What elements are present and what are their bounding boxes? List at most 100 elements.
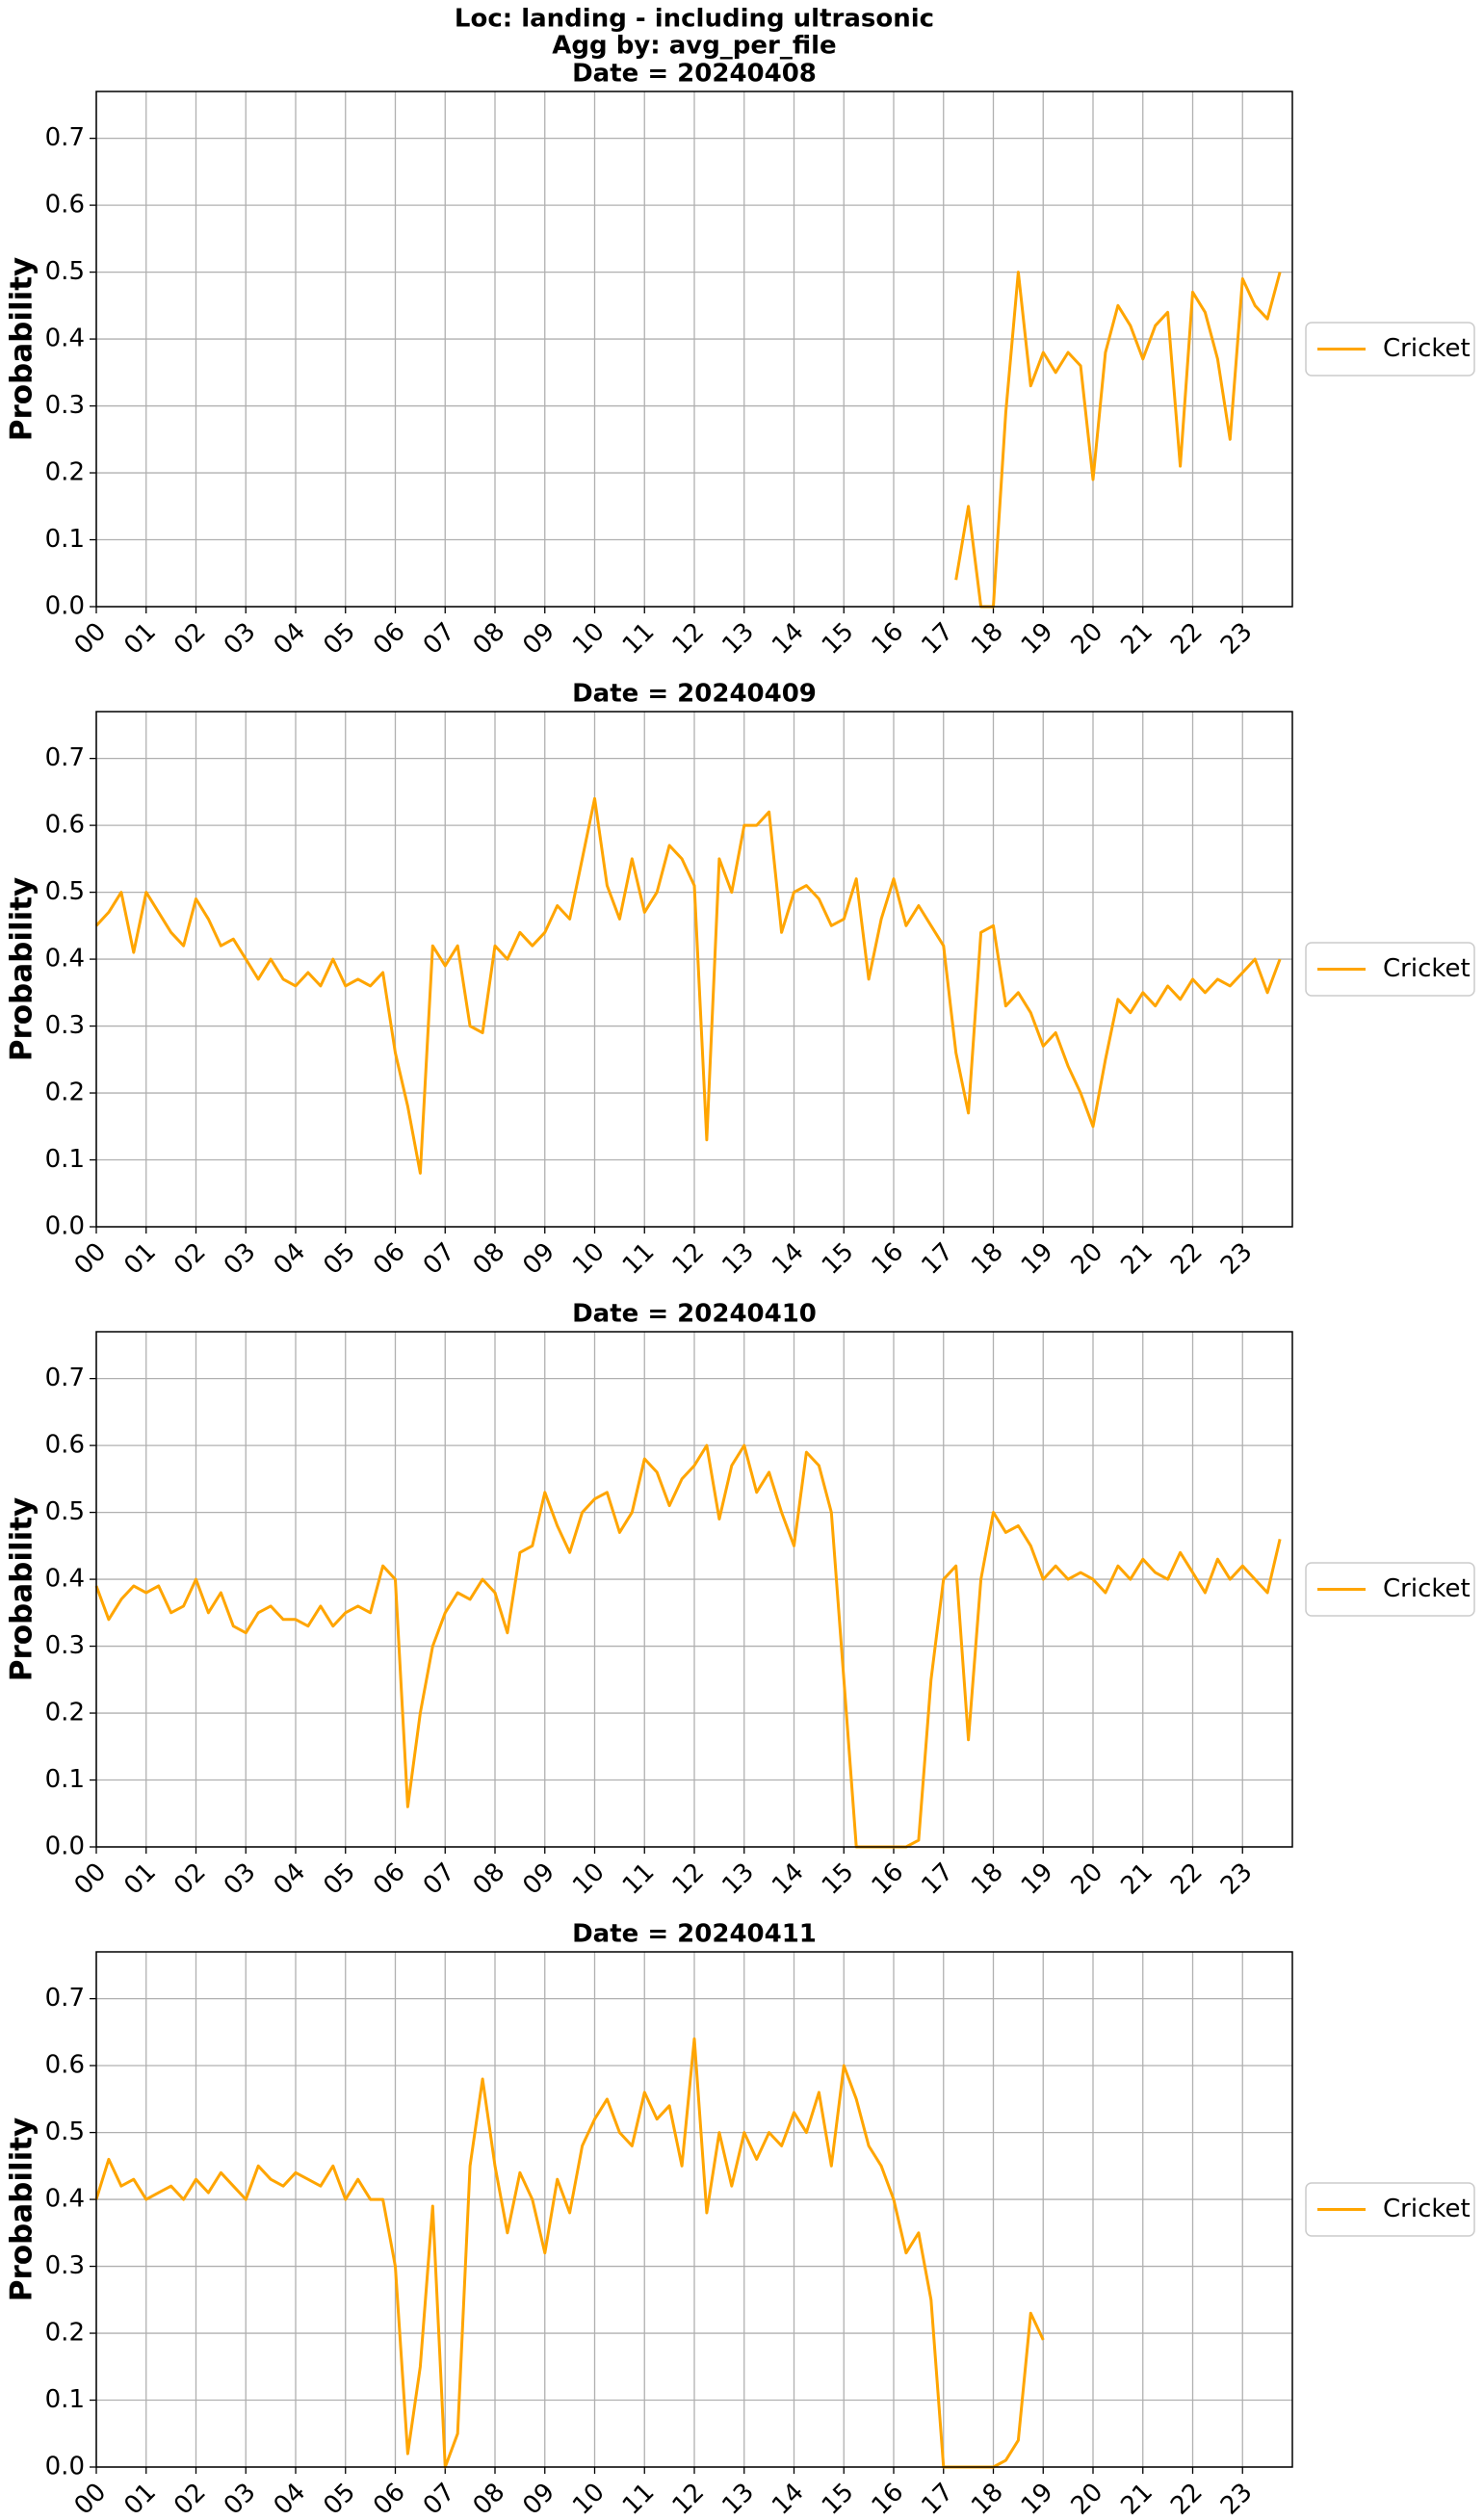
y-tick-label: 0.4 [45, 325, 85, 353]
y-axis-label: Probability [5, 877, 39, 1062]
x-tick-label: 01 [118, 1237, 162, 1281]
x-tick-label: 00 [69, 2478, 113, 2520]
x-tick-label: 13 [716, 2478, 760, 2520]
x-tick-label: 18 [966, 2478, 1009, 2520]
x-tick-label: 13 [716, 617, 760, 661]
suptitle: Agg by: avg_per_file [552, 32, 836, 61]
y-tick-label: 0.0 [45, 1212, 85, 1241]
plot-frame [95, 1951, 1293, 2468]
x-tick-label: 05 [318, 617, 361, 661]
x-tick-label: 09 [517, 2478, 560, 2520]
data-line [954, 271, 1282, 609]
y-tick-label: 0.5 [45, 257, 85, 286]
x-tick-label: 00 [69, 1858, 113, 1901]
x-tick-label: 14 [767, 1237, 810, 1281]
x-tick-label: 21 [1115, 2478, 1159, 2520]
x-tick-label: 15 [817, 1237, 860, 1281]
data-line [94, 1443, 1282, 1849]
x-tick-label: 23 [1215, 617, 1259, 661]
x-tick-label: 13 [716, 1858, 760, 1901]
plot-frame [95, 1331, 1293, 1848]
x-tick-label: 22 [1165, 1858, 1209, 1901]
x-tick-label: 13 [716, 1237, 760, 1281]
x-tick-label: 07 [418, 617, 461, 661]
y-tick-label: 0.1 [45, 1765, 85, 1794]
y-tick-label: 0.2 [45, 1699, 85, 1728]
x-tick-label: 20 [1066, 2478, 1109, 2520]
y-tick-label: 0.0 [45, 2453, 85, 2481]
x-tick-label: 06 [368, 2478, 411, 2520]
x-tick-label: 07 [418, 2478, 461, 2520]
x-tick-label: 23 [1215, 1237, 1259, 1281]
y-tick-label: 0.3 [45, 1631, 85, 1660]
x-tick-label: 16 [867, 2478, 910, 2520]
x-tick-label: 20 [1066, 617, 1109, 661]
y-tick-label: 0.4 [45, 1565, 85, 1594]
x-tick-label: 16 [867, 1858, 910, 1901]
x-tick-label: 12 [667, 2478, 711, 2520]
x-tick-label: 07 [418, 1858, 461, 1901]
x-tick-label: 08 [468, 1237, 511, 1281]
legend-label: Cricket [1383, 1574, 1471, 1603]
y-tick-label: 0.4 [45, 2185, 85, 2214]
x-tick-label: 11 [617, 1237, 661, 1281]
y-axis-label: Probability [5, 2117, 39, 2302]
data-line [94, 796, 1282, 1175]
y-tick-label: 0.6 [45, 1431, 85, 1460]
y-tick-label: 0.6 [45, 811, 85, 840]
x-tick-label: 15 [817, 617, 860, 661]
y-tick-label: 0.7 [45, 123, 85, 152]
y-tick-label: 0.1 [45, 525, 85, 554]
x-tick-label: 11 [617, 2478, 661, 2520]
y-tick-label: 0.7 [45, 1984, 85, 2013]
x-tick-label: 10 [567, 1237, 611, 1281]
x-tick-label: 11 [617, 1858, 661, 1901]
x-tick-label: 08 [468, 1858, 511, 1901]
x-tick-label: 21 [1115, 1858, 1159, 1901]
chart-title: Date = 20240408 [572, 60, 817, 89]
y-tick-label: 0.2 [45, 458, 85, 487]
x-tick-label: 05 [318, 2478, 361, 2520]
chart-title: Date = 20240411 [572, 1920, 817, 1949]
x-tick-label: 21 [1115, 617, 1159, 661]
x-tick-label: 20 [1066, 1858, 1109, 1901]
legend-box [1305, 2182, 1475, 2237]
y-tick-label: 0.4 [45, 945, 85, 974]
x-tick-label: 15 [817, 1858, 860, 1901]
x-tick-label: 15 [817, 2478, 860, 2520]
x-tick-label: 04 [269, 1858, 312, 1901]
x-tick-label: 16 [867, 1237, 910, 1281]
x-tick-label: 22 [1165, 1237, 1209, 1281]
y-tick-label: 0.3 [45, 2251, 85, 2280]
x-tick-label: 17 [916, 1858, 959, 1901]
x-tick-label: 01 [118, 2478, 162, 2520]
y-tick-label: 0.0 [45, 592, 85, 621]
suptitle: Loc: landing - including ultrasonic [455, 5, 934, 34]
x-tick-label: 18 [966, 1237, 1009, 1281]
x-tick-label: 05 [318, 1237, 361, 1281]
x-tick-label: 23 [1215, 1858, 1259, 1901]
x-tick-label: 21 [1115, 1237, 1159, 1281]
x-tick-label: 02 [169, 1237, 212, 1281]
y-tick-label: 0.5 [45, 2117, 85, 2146]
x-tick-label: 10 [567, 617, 611, 661]
x-tick-label: 04 [269, 2478, 312, 2520]
y-tick-label: 0.5 [45, 1497, 85, 1526]
x-tick-label: 12 [667, 1237, 711, 1281]
x-tick-label: 17 [916, 2478, 959, 2520]
x-tick-label: 23 [1215, 2478, 1259, 2520]
x-tick-label: 00 [69, 1237, 113, 1281]
x-tick-label: 01 [118, 617, 162, 661]
x-tick-label: 10 [567, 2478, 611, 2520]
x-tick-label: 02 [169, 1858, 212, 1901]
plot-frame [95, 91, 1293, 608]
x-tick-label: 08 [468, 617, 511, 661]
y-tick-label: 0.7 [45, 1364, 85, 1392]
x-tick-label: 06 [368, 1237, 411, 1281]
x-tick-label: 19 [1016, 617, 1059, 661]
x-tick-label: 06 [368, 1858, 411, 1901]
x-tick-label: 16 [867, 617, 910, 661]
x-tick-label: 08 [468, 2478, 511, 2520]
x-tick-label: 17 [916, 617, 959, 661]
y-axis-label: Probability [5, 1497, 39, 1682]
